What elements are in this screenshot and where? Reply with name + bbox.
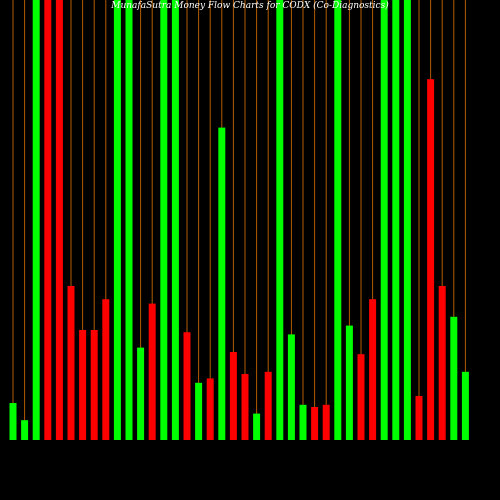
bar [9, 403, 17, 440]
bar [392, 0, 400, 440]
bar [415, 396, 423, 440]
bar [218, 127, 226, 440]
bar [102, 299, 110, 440]
bar [380, 0, 388, 440]
bar [113, 0, 121, 440]
bar [264, 371, 272, 440]
bar [438, 286, 446, 440]
bar [345, 325, 353, 440]
bar [369, 299, 377, 440]
bar [427, 79, 435, 440]
bar [450, 316, 458, 440]
bars [9, 0, 469, 440]
bar [322, 404, 330, 440]
bar [311, 407, 319, 440]
bar [125, 0, 133, 440]
bar [171, 0, 179, 440]
bar [276, 0, 284, 440]
bar [44, 0, 52, 440]
bar [148, 303, 156, 440]
bar [195, 382, 203, 440]
bar [67, 286, 75, 440]
bar [461, 371, 469, 440]
bar [55, 0, 63, 440]
bar [334, 0, 342, 440]
bar [229, 352, 237, 440]
bar [253, 413, 261, 440]
bar [160, 0, 168, 440]
chart-title: MunafaSutra Money Flow Charts for CODX (… [110, 0, 389, 11]
bar [183, 332, 191, 440]
bar [299, 404, 307, 440]
bar [32, 0, 40, 440]
bar [21, 420, 29, 440]
bar [357, 354, 365, 440]
bar [287, 334, 295, 440]
bar [90, 330, 98, 440]
bar [241, 374, 249, 440]
bar [403, 0, 411, 440]
bar [206, 378, 214, 440]
bar [137, 347, 145, 440]
bar [79, 330, 87, 440]
